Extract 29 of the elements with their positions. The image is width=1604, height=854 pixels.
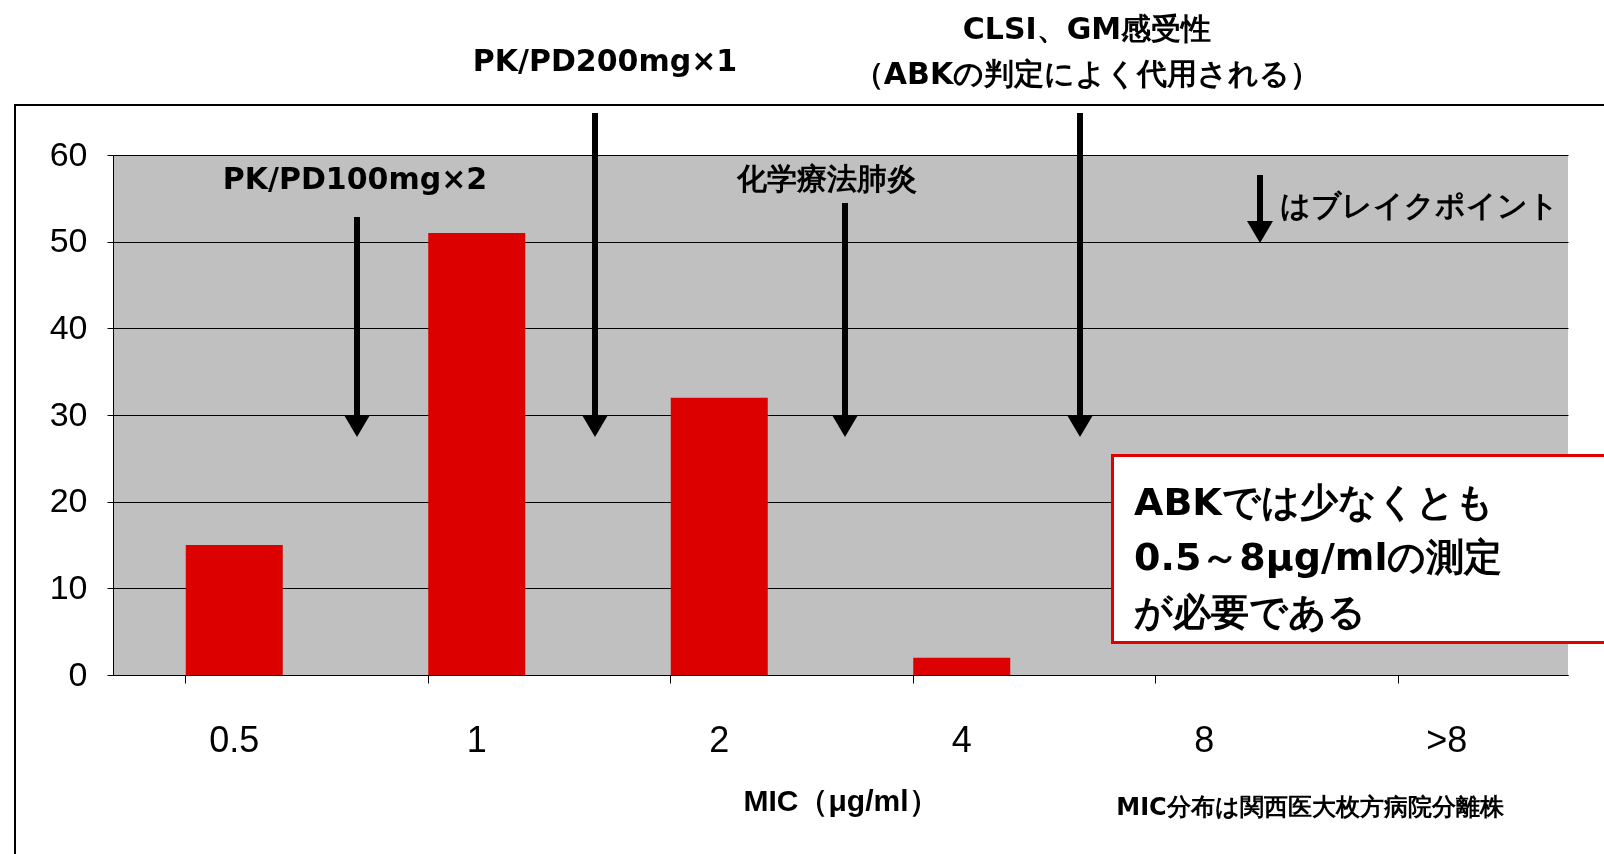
bar	[913, 657, 1011, 675]
x-tick-label: >8	[1426, 718, 1468, 760]
x-tick-label: 4	[951, 718, 972, 760]
x-tick-label: 1	[466, 718, 487, 760]
y-tick-label: 50	[49, 221, 88, 260]
annotation: が必要である	[1134, 589, 1367, 636]
bar	[670, 397, 768, 675]
text: （ABKの判定によく代用される）	[853, 56, 1321, 91]
text: PK/PD200mg×1	[472, 43, 738, 78]
text: CLSI、GM感受性	[962, 11, 1212, 46]
bar	[428, 233, 526, 675]
y-tick-label: 20	[49, 481, 88, 520]
annotation: 0.5～8μg/mlの測定	[1134, 534, 1504, 581]
x-axis-title: MIC（μg/ml）	[743, 783, 939, 817]
y-tick-label: 30	[49, 394, 88, 433]
y-tick-label: 0	[68, 654, 88, 693]
annotation: 化学療法肺炎	[736, 161, 917, 196]
annotation: ABKでは少なくとも	[1134, 479, 1495, 526]
x-tick-label: 8	[1194, 718, 1215, 760]
x-tick-label: 0.5	[209, 718, 260, 760]
y-tick-label: 40	[49, 307, 88, 346]
annotation: PK/PD100mg×2	[222, 161, 488, 196]
annotation: はブレイクポイント	[1280, 188, 1559, 223]
y-tick-label: 10	[49, 567, 88, 606]
note-box: ABKでは少なくとも 0.5～8μg/mlの測定 が必要である	[1111, 454, 1604, 644]
y-tick-label: 60	[49, 134, 88, 173]
text: MIC分布は関西医大枚方病院分離株	[1116, 793, 1505, 821]
x-tick-label: 2	[709, 718, 730, 760]
bar	[185, 545, 283, 675]
